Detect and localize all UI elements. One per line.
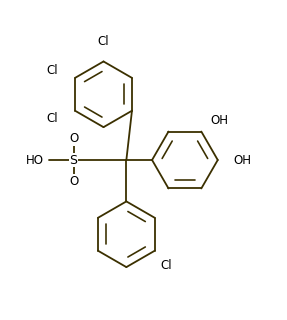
Text: Cl: Cl <box>46 64 58 77</box>
Text: O: O <box>69 175 78 188</box>
Text: O: O <box>69 132 78 145</box>
Text: S: S <box>69 154 77 166</box>
Text: Cl: Cl <box>98 35 109 48</box>
Text: Cl: Cl <box>160 259 172 272</box>
Text: OH: OH <box>211 114 229 127</box>
Text: HO: HO <box>26 154 44 166</box>
Text: Cl: Cl <box>46 112 58 124</box>
Text: OH: OH <box>234 154 252 166</box>
